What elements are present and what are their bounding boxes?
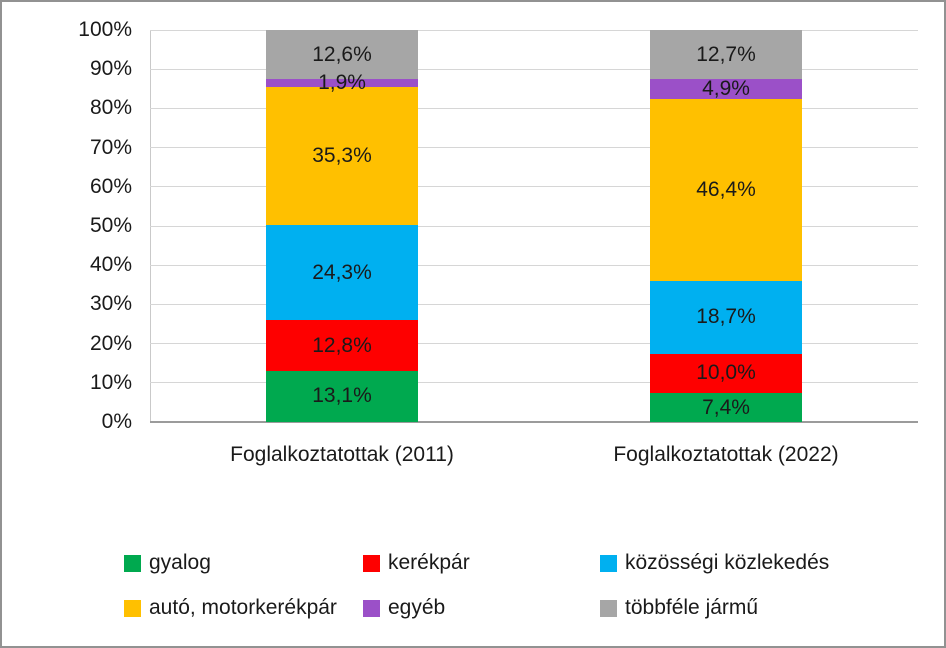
gridline xyxy=(150,29,918,31)
x-category-label: Foglalkoztatottak (2022) xyxy=(613,443,839,466)
bar-segment-label: 18,7% xyxy=(696,305,756,329)
gridline xyxy=(150,107,918,109)
legend-swatch-icon xyxy=(124,599,141,617)
bar-Foglalkoztatottak (2011): 13,1% 12,8% 24,3% 35,3% 1,9% 12,6% xyxy=(266,30,418,422)
bar-segment-label: 46,4% xyxy=(696,177,756,201)
bar-segment-közösségi közlekedés: 18,7% xyxy=(650,280,802,354)
bar-segment-label: 12,8% xyxy=(312,333,372,357)
bar-segment-többféle jármű: 12,7% xyxy=(650,29,802,80)
legend-item-autó, motorkerékpár: autó, motorkerékpár xyxy=(124,596,363,620)
gridline xyxy=(150,225,918,227)
y-axis: 100% 90% 80% 70% 60% 50% 40% 30% 20% 10% 0% xyxy=(2,18,140,433)
bar-segment-többféle jármű: 12,6% xyxy=(266,30,418,80)
legend-swatch-icon xyxy=(600,554,617,572)
gridline xyxy=(150,303,918,305)
y-tick-label: 60% xyxy=(89,174,132,198)
legend-swatch-icon xyxy=(600,599,617,617)
legend: gyalog kerékpár közösségi közlekedés autó, … xyxy=(124,551,884,620)
y-tick-label: 10% xyxy=(89,370,132,394)
legend-item-gyalog: gyalog xyxy=(124,551,363,575)
legend-item-többféle jármű: többféle jármű xyxy=(600,596,884,620)
bar-segment-label: 35,3% xyxy=(312,144,372,168)
gridline xyxy=(150,382,918,384)
y-tick-label: 0% xyxy=(101,410,132,433)
gridline xyxy=(150,343,918,345)
y-tick-label: 80% xyxy=(89,96,132,120)
legend-label: egyéb xyxy=(388,596,446,619)
bar-segment-label: 1,9% xyxy=(318,71,366,95)
bar-segment-autó, motorkerékpár: 46,4% xyxy=(650,98,802,281)
bar-segment-label: 13,1% xyxy=(312,384,372,408)
x-axis-line xyxy=(150,421,918,423)
bar-segment-label: 10,0% xyxy=(696,361,756,385)
bar-segment-egyéb: 4,9% xyxy=(650,77,802,101)
x-axis: Foglalkoztatottak (2011) Foglalkoztatotta… xyxy=(150,442,918,472)
bar-segment-közösségi közlekedés: 24,3% xyxy=(266,225,418,321)
bar-segment-label: 24,3% xyxy=(312,260,372,284)
legend-item-egyéb: egyéb xyxy=(363,596,600,620)
y-tick-label: 50% xyxy=(89,214,132,237)
y-tick-label: 100% xyxy=(78,18,132,41)
plot-area: 13,1% 12,8% 24,3% 35,3% 1,9% 12,6% 7,4% 10,0% 18… xyxy=(150,29,918,423)
bar-Foglalkoztatottak (2022): 7,4% 10,0% 18,7% 46,4% 4,9% 12,7% xyxy=(650,29,802,422)
legend-swatch-icon xyxy=(124,554,141,572)
bar-segment-gyalog: 13,1% xyxy=(266,370,418,422)
bar-segment-label: 4,9% xyxy=(702,77,750,101)
x-category-label: Foglalkoztatottak (2011) xyxy=(230,443,454,466)
bar-segment-kerékpár: 10,0% xyxy=(650,353,802,393)
legend-label: többféle jármű xyxy=(625,596,759,619)
legend-swatch-icon xyxy=(363,599,380,617)
bar-segment-label: 7,4% xyxy=(702,395,750,419)
legend-label: gyalog xyxy=(149,551,211,574)
gridline xyxy=(150,68,918,70)
bar-segment-label: 12,6% xyxy=(312,42,372,66)
legend-item-kerékpár: kerékpár xyxy=(363,551,600,575)
legend-label: kerékpár xyxy=(388,551,470,574)
legend-item-közösségi közlekedés: közösségi közlekedés xyxy=(600,551,884,575)
y-tick-label: 40% xyxy=(89,253,132,277)
gridline xyxy=(150,147,918,149)
gridline xyxy=(150,186,918,188)
legend-swatch-icon xyxy=(363,554,380,572)
bar-segment-kerékpár: 12,8% xyxy=(266,320,418,371)
bar-segment-autó, motorkerékpár: 35,3% xyxy=(266,86,418,226)
gridline xyxy=(150,264,918,266)
bar-segment-label: 12,7% xyxy=(696,42,756,66)
y-tick-label: 20% xyxy=(89,331,132,355)
y-tick-label: 30% xyxy=(89,292,132,316)
legend-label: autó, motorkerékpár xyxy=(149,596,337,619)
legend-label: közösségi közlekedés xyxy=(625,551,830,574)
y-tick-label: 90% xyxy=(89,57,132,81)
bar-segment-gyalog: 7,4% xyxy=(650,393,802,422)
bar-segment-egyéb: 1,9% xyxy=(266,72,418,94)
y-tick-label: 70% xyxy=(89,135,132,159)
